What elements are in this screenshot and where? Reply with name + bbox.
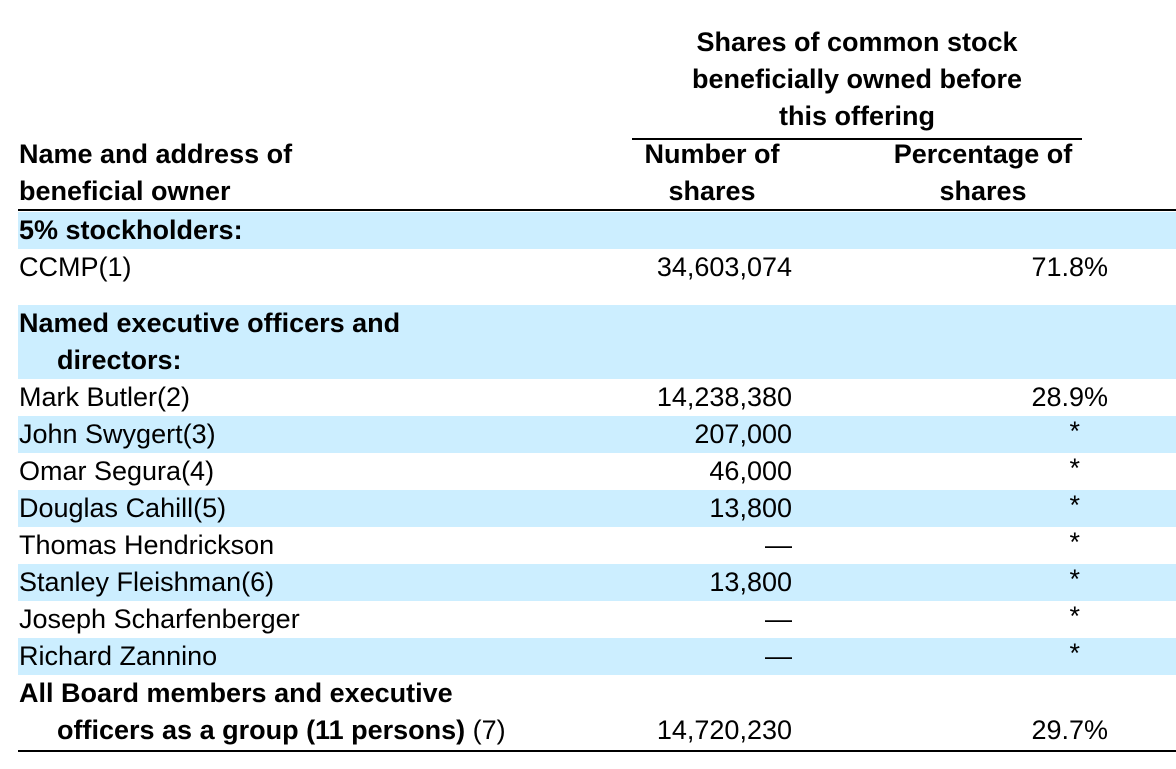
name-column-header: Name and address of beneficial owner xyxy=(19,136,292,210)
table-row-group-total: All Board members and executive officers… xyxy=(18,675,1176,749)
shares-header-line-2: shares xyxy=(668,176,756,206)
group-column-header: Shares of common stock beneficially owne… xyxy=(632,24,1082,140)
group-total-line-2: officers as a group (11 persons) xyxy=(57,715,466,745)
share-count: 207,000 xyxy=(694,419,792,449)
share-percentage: * xyxy=(1069,601,1080,631)
share-percentage: * xyxy=(1069,564,1080,594)
share-percentage: * xyxy=(1069,638,1080,668)
owner-name: Douglas Cahill(5) xyxy=(19,493,227,523)
shares-column-header: Number of shares xyxy=(632,136,792,210)
share-count: 13,800 xyxy=(709,493,792,523)
section-row-5pct: 5% stockholders: xyxy=(18,212,1176,249)
group-header-line-3: this offering xyxy=(779,101,935,131)
share-percentage: * xyxy=(1069,490,1080,520)
share-count: — xyxy=(765,530,792,560)
pct-header-line-2: shares xyxy=(939,176,1027,206)
percentage-column-header: Percentage of shares xyxy=(884,136,1082,210)
owner-name: Joseph Scharfenberger xyxy=(19,604,300,634)
owner-name: Mark Butler(2) xyxy=(19,382,191,412)
table-row: Stanley Fleishman(6) 13,800 * xyxy=(18,564,1176,601)
section-label-5pct: 5% stockholders: xyxy=(19,215,243,245)
table-row: CCMP(1) 34,603,074 71.8% xyxy=(18,249,1176,305)
share-count: 34,603,074 xyxy=(656,252,792,282)
owner-name: Richard Zannino xyxy=(19,641,218,671)
share-count: — xyxy=(765,641,792,671)
share-percentage: * xyxy=(1069,416,1080,446)
share-percentage: * xyxy=(1069,453,1080,483)
footer-divider xyxy=(18,750,1176,752)
group-header-line-1: Shares of common stock xyxy=(696,27,1018,57)
table-row: Douglas Cahill(5) 13,800 * xyxy=(18,490,1176,527)
share-count: — xyxy=(765,604,792,634)
owner-name: Omar Segura(4) xyxy=(19,456,215,486)
section-row-officers: Named executive officers and directors: xyxy=(18,305,1176,379)
section-label-officers: Named executive officers and directors: xyxy=(19,305,400,379)
group-total-line-2-wrap: officers as a group (11 persons) (7) xyxy=(19,712,506,749)
name-header-line-1: Name and address of xyxy=(19,139,293,169)
table-row: Omar Segura(4) 46,000 * xyxy=(18,453,1176,490)
share-count: 46,000 xyxy=(709,456,792,486)
share-count: 13,800 xyxy=(709,567,792,597)
group-total-line-1: All Board members and executive xyxy=(19,678,453,708)
share-count: 14,720,230 xyxy=(656,715,792,745)
section-officers-line-1: Named executive officers and xyxy=(19,308,401,338)
owner-name: John Swygert(3) xyxy=(19,419,216,449)
table-row: Joseph Scharfenberger — * xyxy=(18,601,1176,638)
name-header-line-2: beneficial owner xyxy=(19,176,231,206)
table-row: John Swygert(3) 207,000 * xyxy=(18,416,1176,453)
table-row: Thomas Hendrickson — * xyxy=(18,527,1176,564)
pct-header-line-1: Percentage of xyxy=(893,139,1073,169)
table-body: 5% stockholders: CCMP(1) 34,603,074 71.8… xyxy=(18,212,1176,749)
share-percentage: * xyxy=(1069,527,1080,557)
table-row: Richard Zannino — * xyxy=(18,638,1176,675)
group-total-label: All Board members and executive officers… xyxy=(19,675,506,749)
owner-name: CCMP(1) xyxy=(19,252,132,282)
owner-name: Thomas Hendrickson xyxy=(19,530,275,560)
shares-header-line-1: Number of xyxy=(644,139,780,169)
share-count: 14,238,380 xyxy=(656,382,792,412)
table-row: Mark Butler(2) 14,238,380 28.9% xyxy=(18,379,1176,416)
group-header-line-2: beneficially owned before xyxy=(691,64,1023,94)
share-percentage: 71.8% xyxy=(1031,252,1108,282)
header-divider xyxy=(18,209,1176,211)
group-total-footnote: (7) xyxy=(465,715,506,745)
owner-name: Stanley Fleishman(6) xyxy=(19,567,275,597)
share-percentage: 28.9% xyxy=(1031,382,1108,412)
section-officers-line-2: directors: xyxy=(57,345,182,375)
share-percentage: 29.7% xyxy=(1031,715,1108,745)
